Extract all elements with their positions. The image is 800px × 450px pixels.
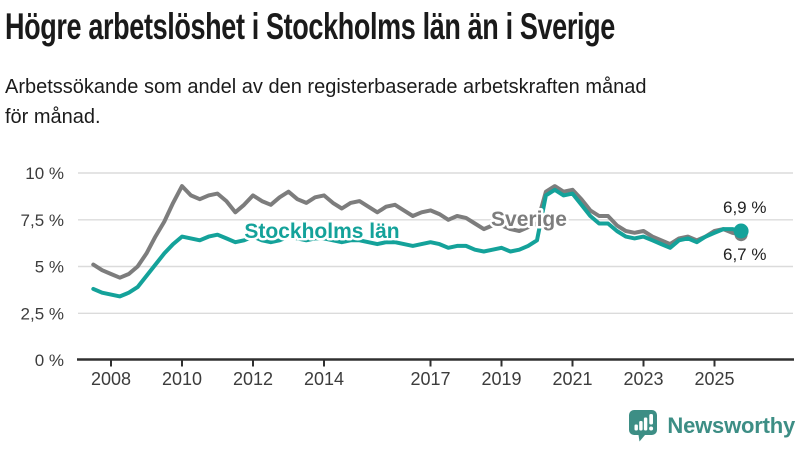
y-tick-label: 10 % <box>25 164 64 183</box>
x-tick-label: 2019 <box>481 369 521 389</box>
series-end-dot-stockholms-l-n <box>733 223 749 239</box>
x-tick-label: 2023 <box>623 369 663 389</box>
x-tick-label: 2025 <box>694 369 734 389</box>
speech-bubble-shape <box>629 410 658 442</box>
x-tick-label: 2010 <box>162 369 202 389</box>
x-tick-label: 2021 <box>552 369 592 389</box>
bar-icon-large <box>644 417 648 431</box>
y-tick-label: 5 % <box>35 258 64 277</box>
exclamation-bar-icon <box>649 414 654 425</box>
y-tick-label: 0 % <box>35 351 64 370</box>
y-tick-label: 7,5 % <box>21 211 64 230</box>
x-tick-label: 2014 <box>304 369 344 389</box>
x-tick-label: 2017 <box>410 369 450 389</box>
newsworthy-logo: Newsworthy <box>628 409 795 442</box>
newsworthy-logo-icon <box>629 410 658 442</box>
header: Högre arbetslöshet i Stockholms län än i… <box>5 6 800 48</box>
y-tick-label: 2,5 % <box>21 304 64 323</box>
bar-icon-medium <box>639 421 644 431</box>
exclamation-dot-icon <box>649 426 654 431</box>
series-line-stockholms-l-n <box>91 187 744 299</box>
end-value-label-stockholms-l-n: 6,9 % <box>723 198 766 217</box>
x-tick-label: 2008 <box>91 369 131 389</box>
end-value-label-sverige: 6,7 % <box>723 245 766 264</box>
chart-content: 0 % 2,5 % 5 % 7,5 % 10 % 2008 2010 2012 2014 2017… <box>21 164 794 389</box>
page-subtitle: Arbetssökande som andel av den registerb… <box>5 76 647 128</box>
newsworthy-logo-text: Newsworthy <box>667 412 795 438</box>
x-tick-label: 2012 <box>233 369 273 389</box>
series-label-sverige: Sverige <box>491 208 567 231</box>
series-label-stockholms-l-n: Stockholms län <box>244 220 399 243</box>
series-line-sverige <box>91 184 744 280</box>
bar-icon-small <box>634 424 639 431</box>
page-title: Högre arbetslöshet i Stockholms län än i… <box>5 6 615 47</box>
